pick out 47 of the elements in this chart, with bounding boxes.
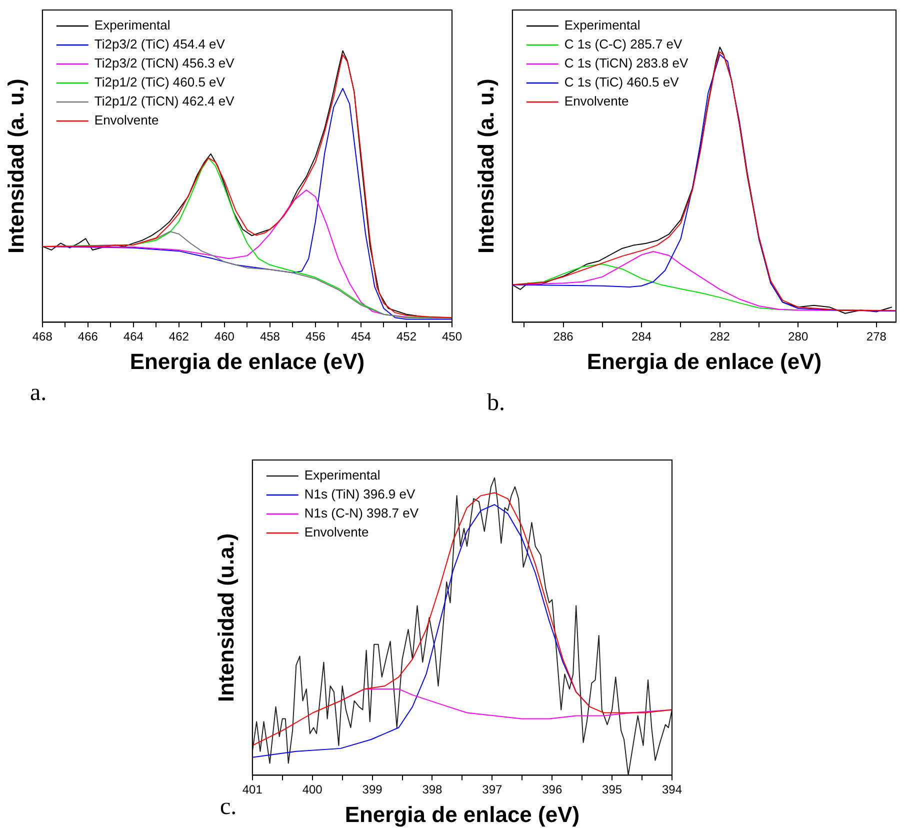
legend-label: Envolvente <box>94 112 159 128</box>
x-tick-label: 394 <box>662 782 682 797</box>
x-tick-label: 397 <box>482 782 503 797</box>
x-tick-label: 468 <box>32 330 53 344</box>
legend-label: Ti2p3/2 (TiC) 454.4 eV <box>94 36 226 52</box>
legend-label: Envolvente <box>564 94 629 109</box>
x-tick-label: 280 <box>788 330 808 344</box>
legend-label: Experimental <box>94 18 170 33</box>
x-axis-title: Energia de enlace (eV) <box>130 348 365 374</box>
y-axis-title: Intensidad (a. u.) <box>3 78 28 254</box>
x-axis-title: Energia de enlace (eV) <box>344 802 580 827</box>
x-tick-label: 460 <box>214 330 235 344</box>
x-tick-label: 284 <box>632 330 652 344</box>
legend-label: Ti2p1/2 (TiC) 460.5 eV <box>94 74 226 90</box>
x-tick-label: 466 <box>78 330 98 344</box>
x-tick-label: 450 <box>442 330 462 344</box>
x-tick-label: 398 <box>422 782 443 797</box>
x-tick-label: 458 <box>260 330 280 344</box>
text: a. <box>30 380 47 407</box>
x-tick-label: 452 <box>396 330 417 344</box>
legend-label: N1s (C-N) 398.7 eV <box>304 506 419 521</box>
legend-label: Experimental <box>564 18 640 33</box>
x-tick-label: 400 <box>302 782 323 797</box>
legend-label: C 1s (TiC) 460.5 eV <box>564 74 680 90</box>
y-axis-title: Intensidad (u.a.) <box>213 533 238 702</box>
x-tick-label: 454 <box>350 330 372 344</box>
text: b. <box>487 390 505 417</box>
legend-label: C 1s (TiCN) 283.8 eV <box>564 56 689 71</box>
x-tick-label: 278 <box>866 330 887 344</box>
legend-label: Envolvente <box>304 524 369 540</box>
legend-label: Ti2p3/2 (TiCN) 456.3 eV <box>94 56 235 71</box>
x-tick-label: 462 <box>168 330 190 344</box>
x-tick-label: 286 <box>553 330 574 344</box>
x-tick-label: 401 <box>242 782 263 797</box>
x-axis-title: Energia de enlace (eV) <box>586 348 822 374</box>
x-tick-label: 396 <box>542 782 562 797</box>
legend-label: C 1s (C-C) 285.7 eV <box>564 36 682 52</box>
x-tick-label: 395 <box>602 782 622 797</box>
legend-label: Ti2p1/2 (TiCN) 462.4 eV <box>94 94 235 109</box>
x-tick-label: 399 <box>362 782 383 797</box>
legend-label: N1s (TiN) 396.9 eV <box>304 486 416 502</box>
y-axis-title: Intensidad (a. u.) <box>473 78 498 254</box>
x-tick-label: 456 <box>305 330 326 344</box>
x-tick-label: 282 <box>710 330 730 344</box>
text: c. <box>220 794 237 821</box>
x-tick-label: 464 <box>123 330 144 344</box>
legend-label: Experimental <box>304 468 380 483</box>
